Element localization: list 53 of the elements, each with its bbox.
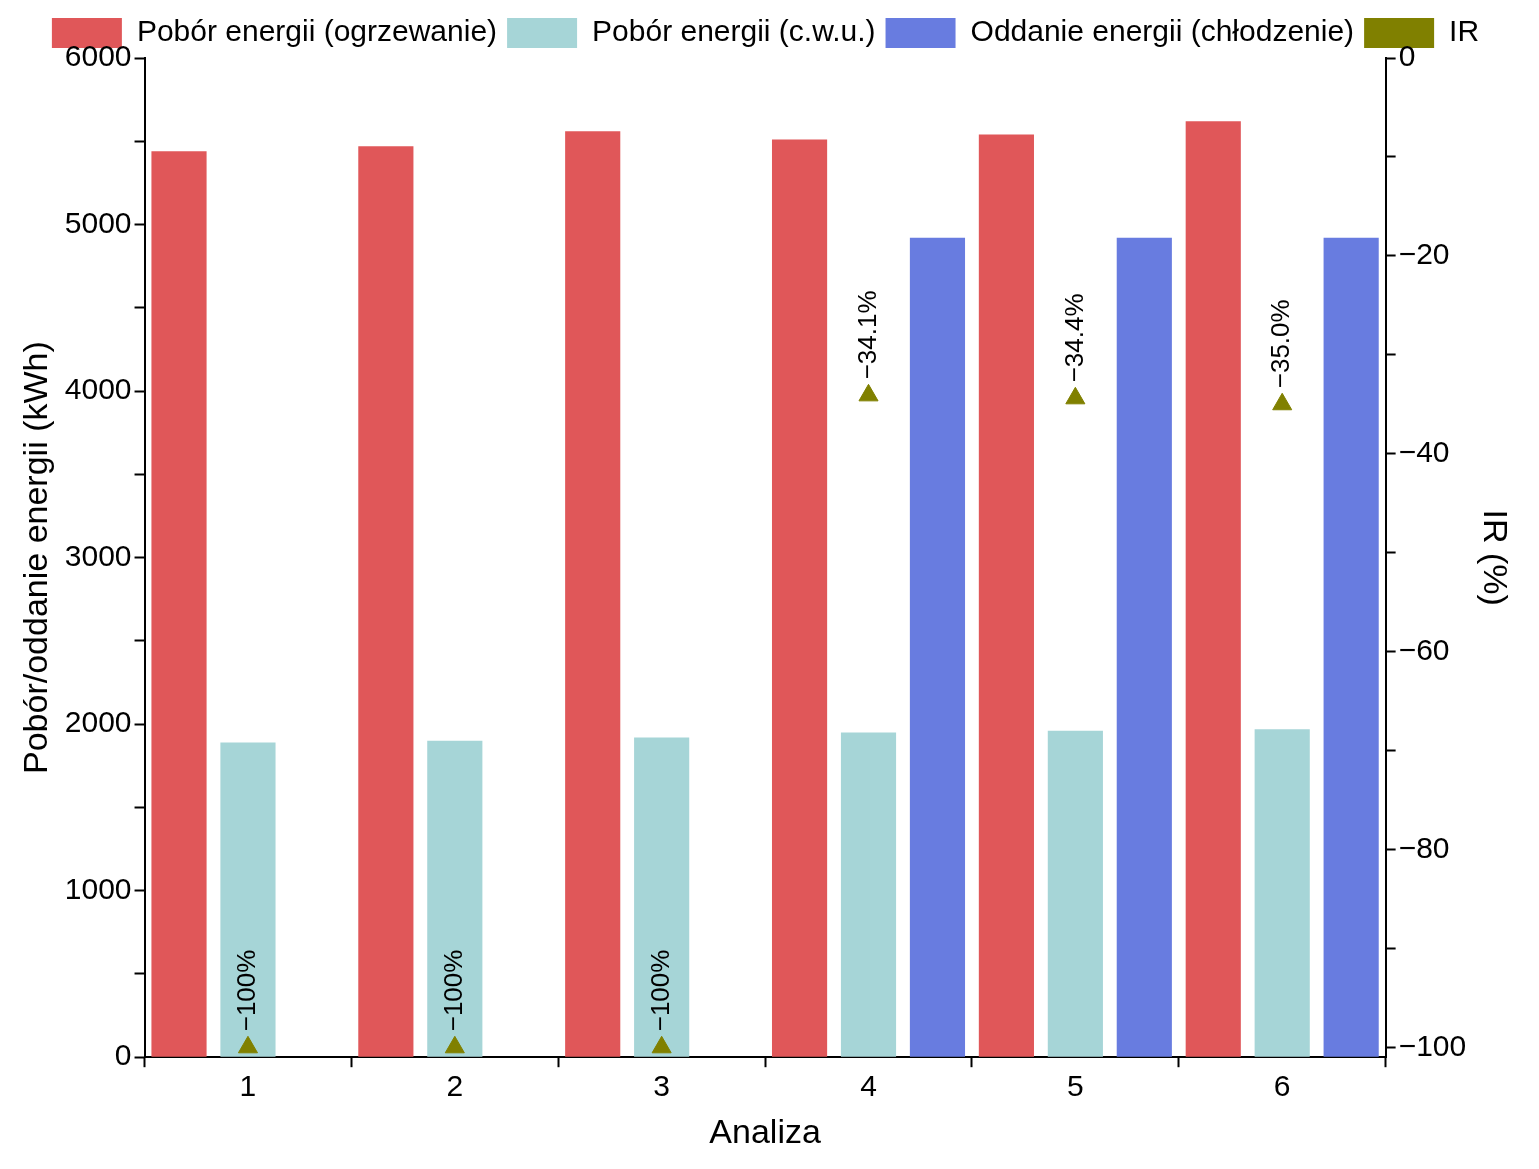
x-tick-label: 2	[446, 1069, 464, 1103]
y-tick-label: 6000	[64, 39, 132, 73]
bar	[1047, 730, 1103, 1057]
data-label: −100%	[231, 949, 262, 1032]
y2-tick-label: −20	[1398, 237, 1450, 271]
y-tick-label: 4000	[64, 372, 132, 406]
data-label: −100%	[437, 949, 468, 1032]
x-tick-label: 6	[1273, 1069, 1291, 1103]
y2-axis-title: IR (%)	[1477, 509, 1516, 606]
legend-label: Pobór energii (c.w.u.)	[592, 14, 876, 48]
y-tick-label: 5000	[64, 205, 132, 239]
data-label: −34.4%	[1058, 293, 1089, 383]
x-tick-label: 4	[860, 1069, 877, 1103]
bar	[1323, 237, 1379, 1057]
bar	[978, 134, 1034, 1057]
y-tick-label: 1000	[64, 871, 132, 905]
data-label: −100%	[644, 949, 675, 1032]
y-tick-label: 2000	[64, 705, 132, 739]
bar	[1254, 729, 1310, 1057]
y-tick-label: 0	[114, 1038, 132, 1072]
x-axis-title: Analiza	[709, 1111, 821, 1150]
point	[444, 1035, 465, 1054]
x-tick-label: 5	[1067, 1069, 1084, 1103]
bar	[427, 740, 483, 1057]
bar	[358, 146, 414, 1057]
point	[1272, 392, 1293, 411]
y-tick-label: 3000	[64, 538, 132, 572]
y2-tick-label: −80	[1398, 830, 1450, 864]
y2-tick-label: −40	[1398, 434, 1450, 468]
bar	[220, 742, 276, 1057]
bar	[771, 139, 828, 1057]
bar	[565, 131, 621, 1057]
point	[651, 1035, 672, 1054]
y2-tick-label: −100	[1398, 1028, 1467, 1062]
point	[858, 383, 879, 402]
bar	[909, 237, 966, 1057]
legend-label: IR	[1449, 14, 1480, 48]
bar	[151, 151, 207, 1057]
x-tick-label: 1	[239, 1069, 257, 1103]
bar	[634, 737, 690, 1057]
point	[1065, 386, 1086, 405]
y-axis-title: Pobór/oddanie energii (kWh)	[15, 341, 54, 774]
x-tick-label: 3	[653, 1069, 670, 1103]
point	[237, 1035, 258, 1054]
bar	[1116, 237, 1172, 1057]
legend-label: Oddanie energii (chłodzenie)	[970, 14, 1355, 48]
bar	[840, 732, 897, 1057]
y2-tick-label: 0	[1398, 39, 1416, 73]
data-label: −34.1%	[851, 290, 882, 380]
legend-label: Pobór energii (ogrzewanie)	[136, 14, 498, 48]
y2-tick-label: −60	[1398, 632, 1450, 666]
data-label: −35.0%	[1265, 299, 1296, 389]
bar	[1185, 121, 1241, 1057]
